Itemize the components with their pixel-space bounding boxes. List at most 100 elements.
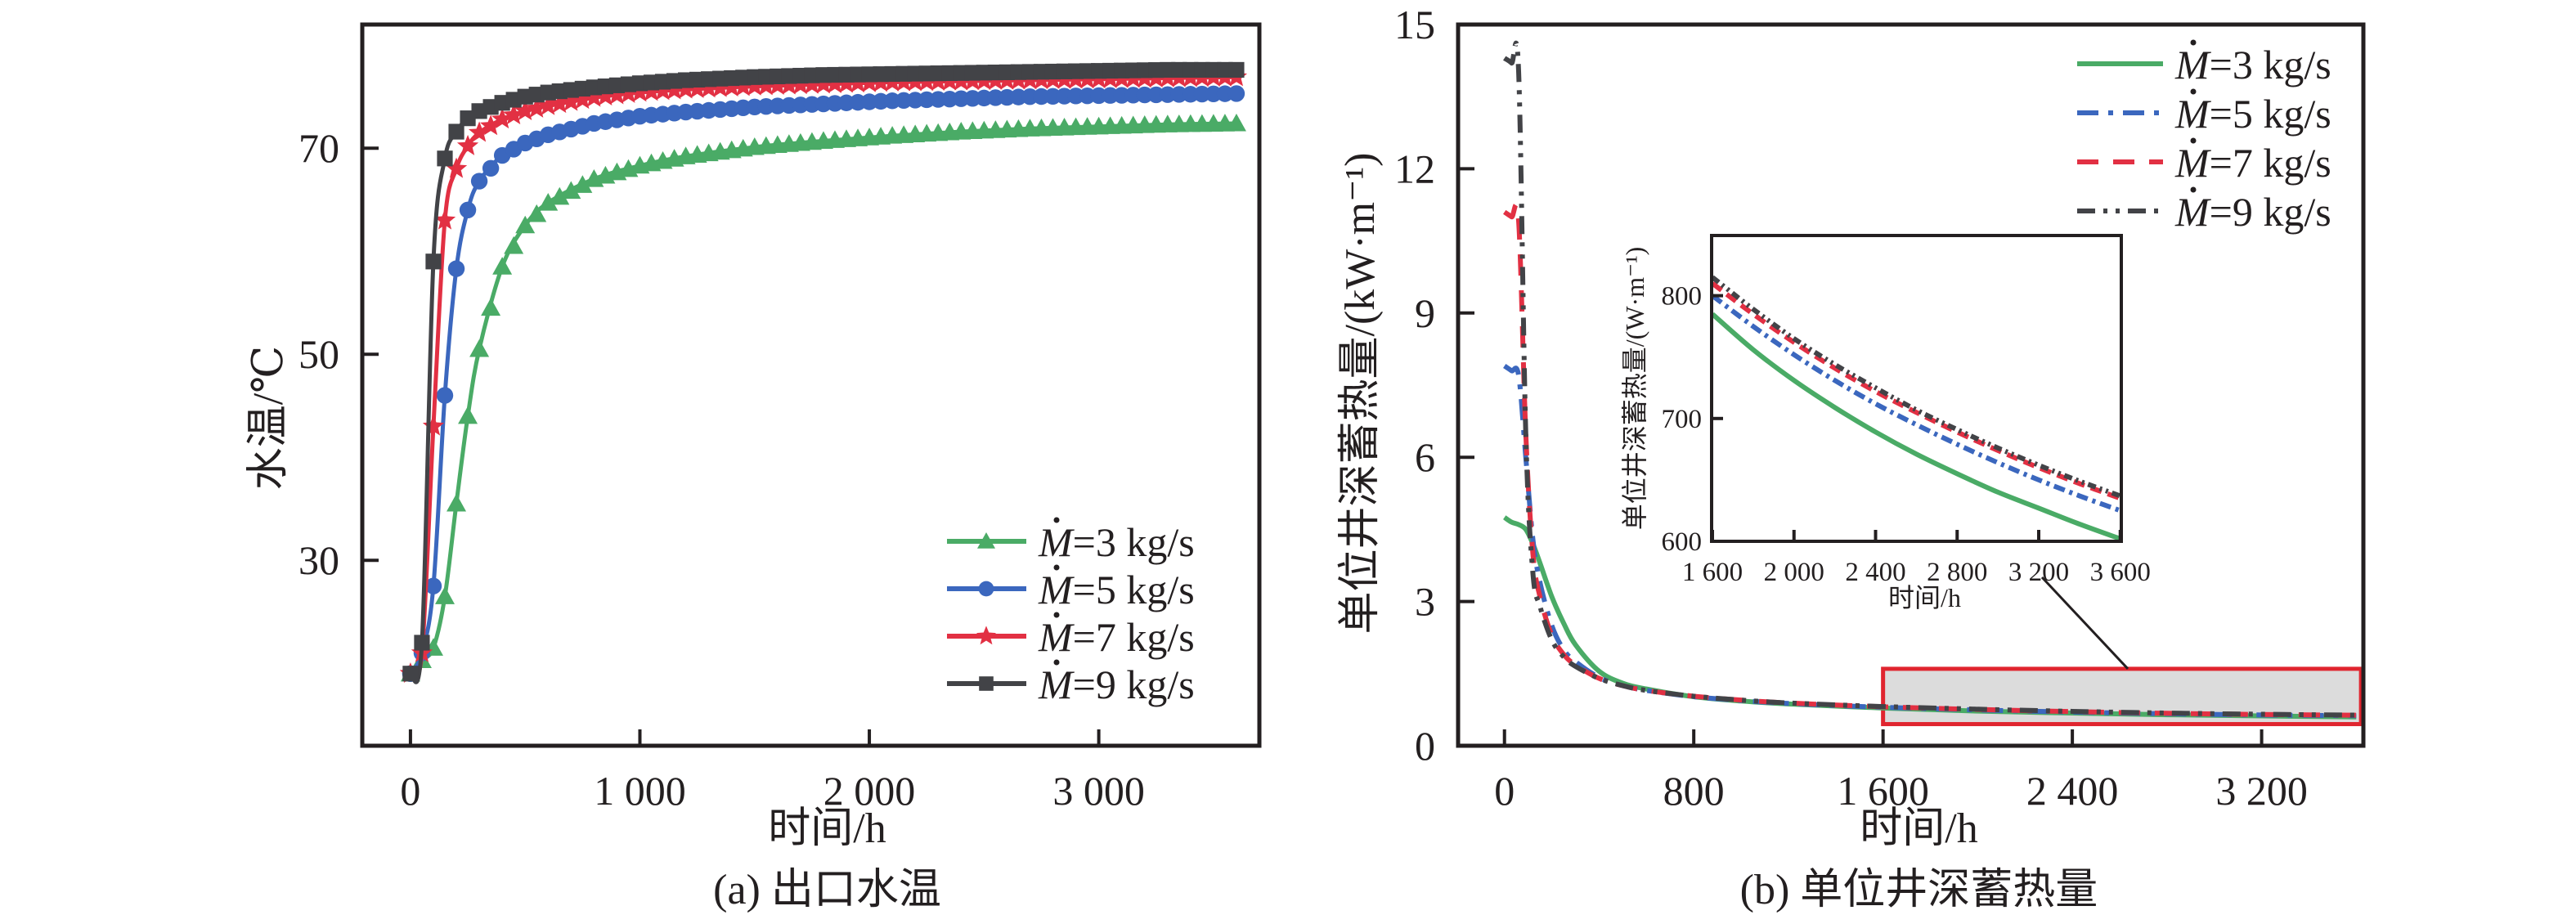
inset-chart: 1 600 2 000 2 400 2 800 3 200 3 600600700800 …: [1620, 234, 2151, 612]
data-point: [824, 72, 846, 93]
data-point: [491, 108, 514, 129]
data-point: [766, 74, 788, 95]
data-point: [549, 92, 571, 114]
data-point: [755, 74, 777, 96]
data-point: [537, 94, 559, 115]
data-point: [778, 74, 800, 95]
data-point: [617, 82, 640, 103]
data-point: [538, 192, 559, 211]
data-point: [424, 577, 442, 594]
inset-background: [1712, 235, 2121, 541]
data-point: [414, 635, 430, 651]
data-point: [447, 260, 465, 277]
data-point: [550, 186, 570, 205]
legend-item: M=9 kg/s: [2077, 186, 2331, 235]
y-tick-label: 800: [1662, 282, 1703, 312]
data-point: [812, 73, 835, 94]
data-point: [437, 150, 453, 167]
data-point: [422, 415, 445, 436]
inset-connector-line: [2040, 576, 2129, 670]
series-5-kgs: [402, 85, 1245, 682]
data-point: [698, 77, 720, 98]
y-tick-label: 700: [1662, 405, 1703, 434]
dot-accent: [1053, 564, 1060, 571]
y-tick-label: 6: [1415, 434, 1435, 480]
data-point: [572, 88, 594, 110]
data-point: [686, 77, 708, 98]
dot-accent: [1053, 517, 1060, 523]
data-point: [652, 79, 674, 101]
dot-accent: [1053, 659, 1060, 666]
data-point: [447, 493, 467, 512]
x-tick-label: 800: [1663, 768, 1725, 814]
data-point: [445, 157, 468, 178]
data-point: [1227, 85, 1245, 102]
data-point: [629, 81, 651, 102]
caption-a: (a) 出口水温: [713, 867, 941, 913]
legend-item: M=5 kg/s: [947, 564, 1195, 612]
y-tick-label: 15: [1394, 2, 1435, 47]
y-tick-label: 30: [298, 537, 339, 583]
legend-marker: [978, 581, 994, 597]
data-point: [425, 253, 442, 270]
data-point: [709, 76, 731, 97]
chart-outlet-temperature: 0 1 000 2 000 3 000 30 50 70 水温/℃ 时间/h (a) 出口水…: [245, 22, 1262, 913]
data-point: [469, 339, 490, 357]
x-tick-label: 2 400: [2026, 768, 2119, 814]
data-point: [526, 96, 548, 118]
x-axis-title: 时间/h: [768, 805, 886, 852]
x-tick-label: 2 800: [1927, 558, 1987, 587]
inset-series-layer: [1711, 275, 2121, 541]
data-point: [458, 406, 478, 424]
legend: M=3 kg/sM=5 kg/sM=7 kg/sM=9 kg/s: [2077, 39, 2331, 235]
series-layer: [399, 61, 1248, 684]
legend-label: M=3 kg/s: [1038, 519, 1195, 565]
x-axis-title: 时间/h: [1860, 805, 1977, 852]
data-point: [481, 298, 501, 316]
y-axis-title: 水温/℃: [245, 346, 292, 491]
x-tick-label: 2 000: [1764, 558, 1824, 587]
legend-label: M=7 kg/s: [1038, 614, 1195, 660]
x-tick-label: 3 200: [2008, 558, 2069, 587]
data-point: [561, 181, 581, 200]
legend-label: M=5 kg/s: [2174, 91, 2331, 137]
x-tick-label: 3 000: [1052, 768, 1145, 814]
y-tick-label: 9: [1415, 290, 1435, 336]
data-point: [663, 78, 685, 100]
data-point: [560, 90, 582, 111]
x-tick-label: 2 400: [1845, 558, 1905, 587]
inset-axis-ticks: 1 600 2 000 2 400 2 800 3 200 3 600 600 700 800: [1662, 282, 2151, 587]
legend-item: M=5 kg/s: [2077, 88, 2331, 137]
data-point: [514, 100, 536, 121]
inset-series-line-3-kgs: [1711, 312, 2121, 541]
dot-accent: [2190, 137, 2197, 144]
y-tick-label: 12: [1394, 146, 1435, 191]
dot-accent: [1053, 612, 1060, 618]
data-point: [470, 173, 488, 190]
y-tick-label: 600: [1662, 527, 1703, 557]
legend-item: M=7 kg/s: [947, 612, 1195, 660]
data-point: [504, 235, 524, 254]
data-point: [435, 586, 456, 604]
x-tick-label: 2 000: [824, 768, 916, 814]
series-layer: [1502, 40, 2357, 720]
x-tick-label: 1 600: [1837, 768, 1929, 814]
data-point: [482, 159, 500, 177]
series-9-kgs: [402, 61, 1245, 684]
legend-item: M=3 kg/s: [2077, 39, 2331, 87]
axis-ticks: 0 1 000 2 000 3 000 30 50 70: [298, 125, 1145, 814]
x-tick-label: 0: [400, 768, 420, 814]
legend-marker: [979, 676, 994, 691]
data-point: [433, 209, 456, 230]
legend-marker: [976, 626, 997, 645]
data-point: [595, 85, 617, 106]
inset-series-line-7-kgs: [1711, 281, 2121, 501]
legend-marker: [977, 532, 995, 549]
plot-frame: [360, 22, 1262, 748]
data-point: [402, 666, 419, 682]
data-point: [468, 121, 491, 142]
data-point: [479, 114, 502, 136]
x-tick-label: 3 600: [2090, 558, 2151, 587]
legend-label: M=9 kg/s: [2174, 189, 2331, 235]
